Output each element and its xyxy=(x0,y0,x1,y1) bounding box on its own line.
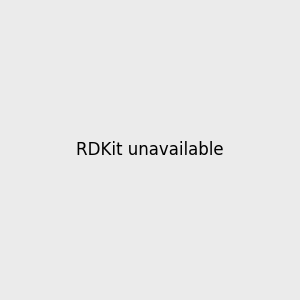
Text: RDKit unavailable: RDKit unavailable xyxy=(76,141,224,159)
